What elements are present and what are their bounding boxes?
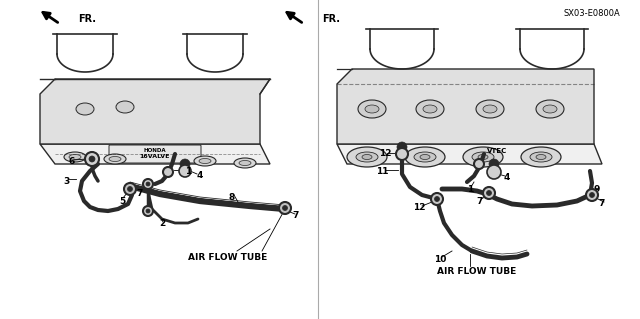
Text: 3: 3	[64, 176, 70, 186]
Ellipse shape	[347, 147, 387, 167]
Ellipse shape	[194, 156, 216, 166]
Circle shape	[486, 190, 492, 196]
Text: 8: 8	[229, 192, 235, 202]
Polygon shape	[337, 69, 594, 144]
Text: 10: 10	[434, 255, 446, 263]
Ellipse shape	[543, 105, 557, 113]
Ellipse shape	[530, 152, 552, 162]
Circle shape	[483, 187, 495, 199]
Text: 1: 1	[467, 184, 473, 194]
Text: FR.: FR.	[322, 14, 340, 24]
Circle shape	[487, 165, 501, 179]
Text: 7: 7	[293, 211, 299, 220]
Text: 7: 7	[137, 189, 143, 197]
Ellipse shape	[536, 100, 564, 118]
Ellipse shape	[116, 101, 134, 113]
Circle shape	[586, 189, 598, 201]
Ellipse shape	[472, 152, 494, 162]
Ellipse shape	[416, 100, 444, 118]
Circle shape	[474, 159, 484, 169]
Text: 2: 2	[159, 219, 165, 228]
Circle shape	[431, 193, 443, 205]
Ellipse shape	[362, 154, 372, 160]
Ellipse shape	[356, 152, 378, 162]
Polygon shape	[40, 79, 270, 144]
Ellipse shape	[414, 152, 436, 162]
Ellipse shape	[365, 105, 379, 113]
Text: 5: 5	[119, 197, 125, 205]
Text: 16VALVE: 16VALVE	[140, 153, 170, 159]
Circle shape	[124, 183, 136, 195]
Circle shape	[179, 165, 191, 177]
Ellipse shape	[483, 105, 497, 113]
Ellipse shape	[76, 103, 94, 115]
Ellipse shape	[420, 154, 430, 160]
Text: 4: 4	[197, 172, 203, 181]
Text: 7: 7	[599, 198, 605, 207]
Circle shape	[143, 206, 153, 216]
Ellipse shape	[109, 157, 121, 161]
Ellipse shape	[234, 158, 256, 168]
Polygon shape	[40, 144, 270, 164]
Ellipse shape	[536, 154, 546, 160]
Circle shape	[89, 156, 95, 162]
Ellipse shape	[358, 100, 386, 118]
Circle shape	[180, 159, 190, 169]
Polygon shape	[337, 144, 602, 164]
Text: VTEC: VTEC	[487, 148, 507, 154]
Text: FR.: FR.	[78, 14, 96, 24]
Circle shape	[435, 197, 440, 202]
Ellipse shape	[104, 154, 126, 164]
Text: 9: 9	[594, 184, 600, 194]
Circle shape	[282, 205, 287, 211]
Circle shape	[489, 159, 499, 169]
Text: AIR FLOW TUBE: AIR FLOW TUBE	[437, 266, 516, 276]
Ellipse shape	[64, 152, 86, 162]
Text: 12: 12	[379, 150, 391, 159]
FancyBboxPatch shape	[109, 145, 201, 163]
Text: SX03-E0800A: SX03-E0800A	[563, 10, 620, 19]
Text: 12: 12	[413, 203, 425, 211]
Ellipse shape	[199, 159, 211, 164]
Ellipse shape	[521, 147, 561, 167]
Circle shape	[146, 182, 150, 186]
Text: 4: 4	[504, 173, 510, 182]
Ellipse shape	[423, 105, 437, 113]
Text: 7: 7	[477, 197, 483, 205]
Ellipse shape	[239, 160, 251, 166]
Ellipse shape	[69, 154, 81, 160]
Circle shape	[589, 192, 595, 197]
Circle shape	[127, 187, 132, 191]
Circle shape	[396, 148, 408, 160]
Circle shape	[146, 209, 150, 213]
Circle shape	[397, 142, 407, 152]
Text: 11: 11	[376, 167, 388, 175]
Text: 6: 6	[69, 157, 75, 166]
Text: 1: 1	[185, 167, 191, 175]
Circle shape	[143, 179, 153, 189]
Text: HONDA: HONDA	[144, 149, 166, 153]
Ellipse shape	[463, 147, 503, 167]
Text: AIR FLOW TUBE: AIR FLOW TUBE	[188, 253, 268, 262]
Circle shape	[279, 202, 291, 214]
Circle shape	[163, 167, 173, 177]
Ellipse shape	[405, 147, 445, 167]
Circle shape	[85, 152, 99, 166]
Ellipse shape	[476, 100, 504, 118]
Ellipse shape	[478, 154, 488, 160]
